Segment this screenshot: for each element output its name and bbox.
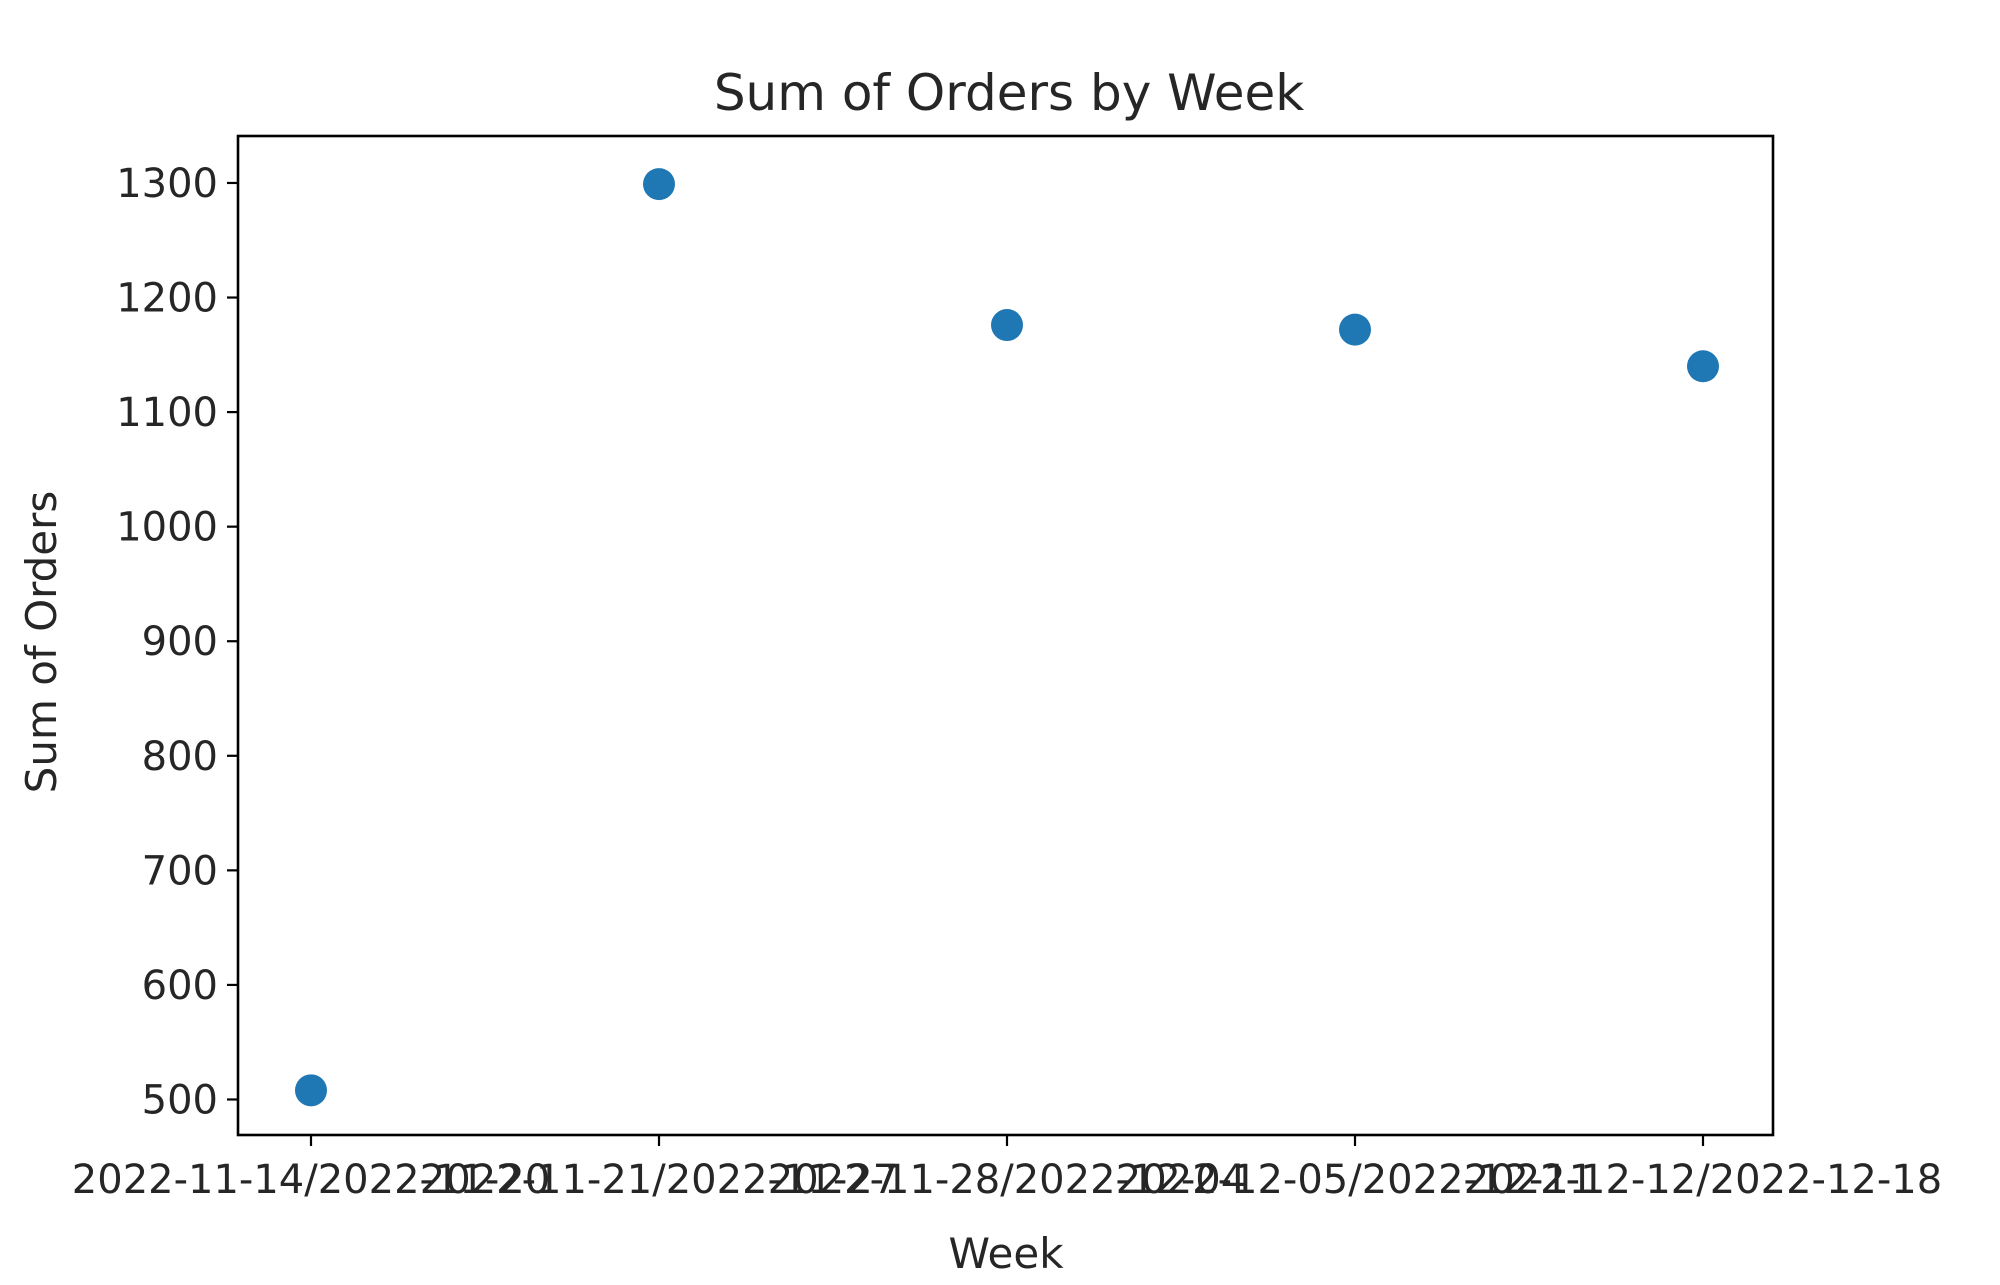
plot-area-frame <box>236 134 1775 1137</box>
data-point <box>1339 313 1371 346</box>
data-point <box>295 1074 327 1107</box>
data-point <box>991 309 1023 342</box>
y-tick-label: 900 <box>142 619 218 665</box>
y-tick-label: 1100 <box>116 390 218 436</box>
data-point <box>643 168 675 201</box>
data-point <box>1687 350 1719 383</box>
y-axis-title: Sum of Orders <box>17 491 66 794</box>
y-tick-label: 600 <box>142 963 218 1009</box>
data-points <box>295 168 1719 1107</box>
chart-title: Sum of Orders by Week <box>714 64 1304 122</box>
y-tick-label: 500 <box>142 1077 218 1123</box>
x-tick-label: 2022-11-21/2022-11-27 <box>420 1157 898 1203</box>
x-tick-label: 2022-12-12/2022-12-18 <box>1464 1157 1942 1203</box>
x-tick-label: 2022-12-05/2022-12-11 <box>1116 1157 1594 1203</box>
y-tick-label: 700 <box>142 848 218 894</box>
y-axis: 500 600 700 800 900 1000 1100 1200 1300 <box>116 161 238 1123</box>
y-tick-label: 1000 <box>116 505 218 551</box>
y-tick-label: 1200 <box>116 276 218 322</box>
x-axis-title: Week <box>948 1229 1064 1278</box>
x-tick-label: 2022-11-14/2022-11-20 <box>72 1157 550 1203</box>
x-axis: 2022-11-14/2022-11-202022-11-21/2022-11-… <box>72 1135 1942 1203</box>
y-tick-label: 800 <box>142 734 218 780</box>
x-tick-label: 2022-11-28/2022-12-04 <box>768 1157 1246 1203</box>
y-tick-label: 1300 <box>116 161 218 207</box>
